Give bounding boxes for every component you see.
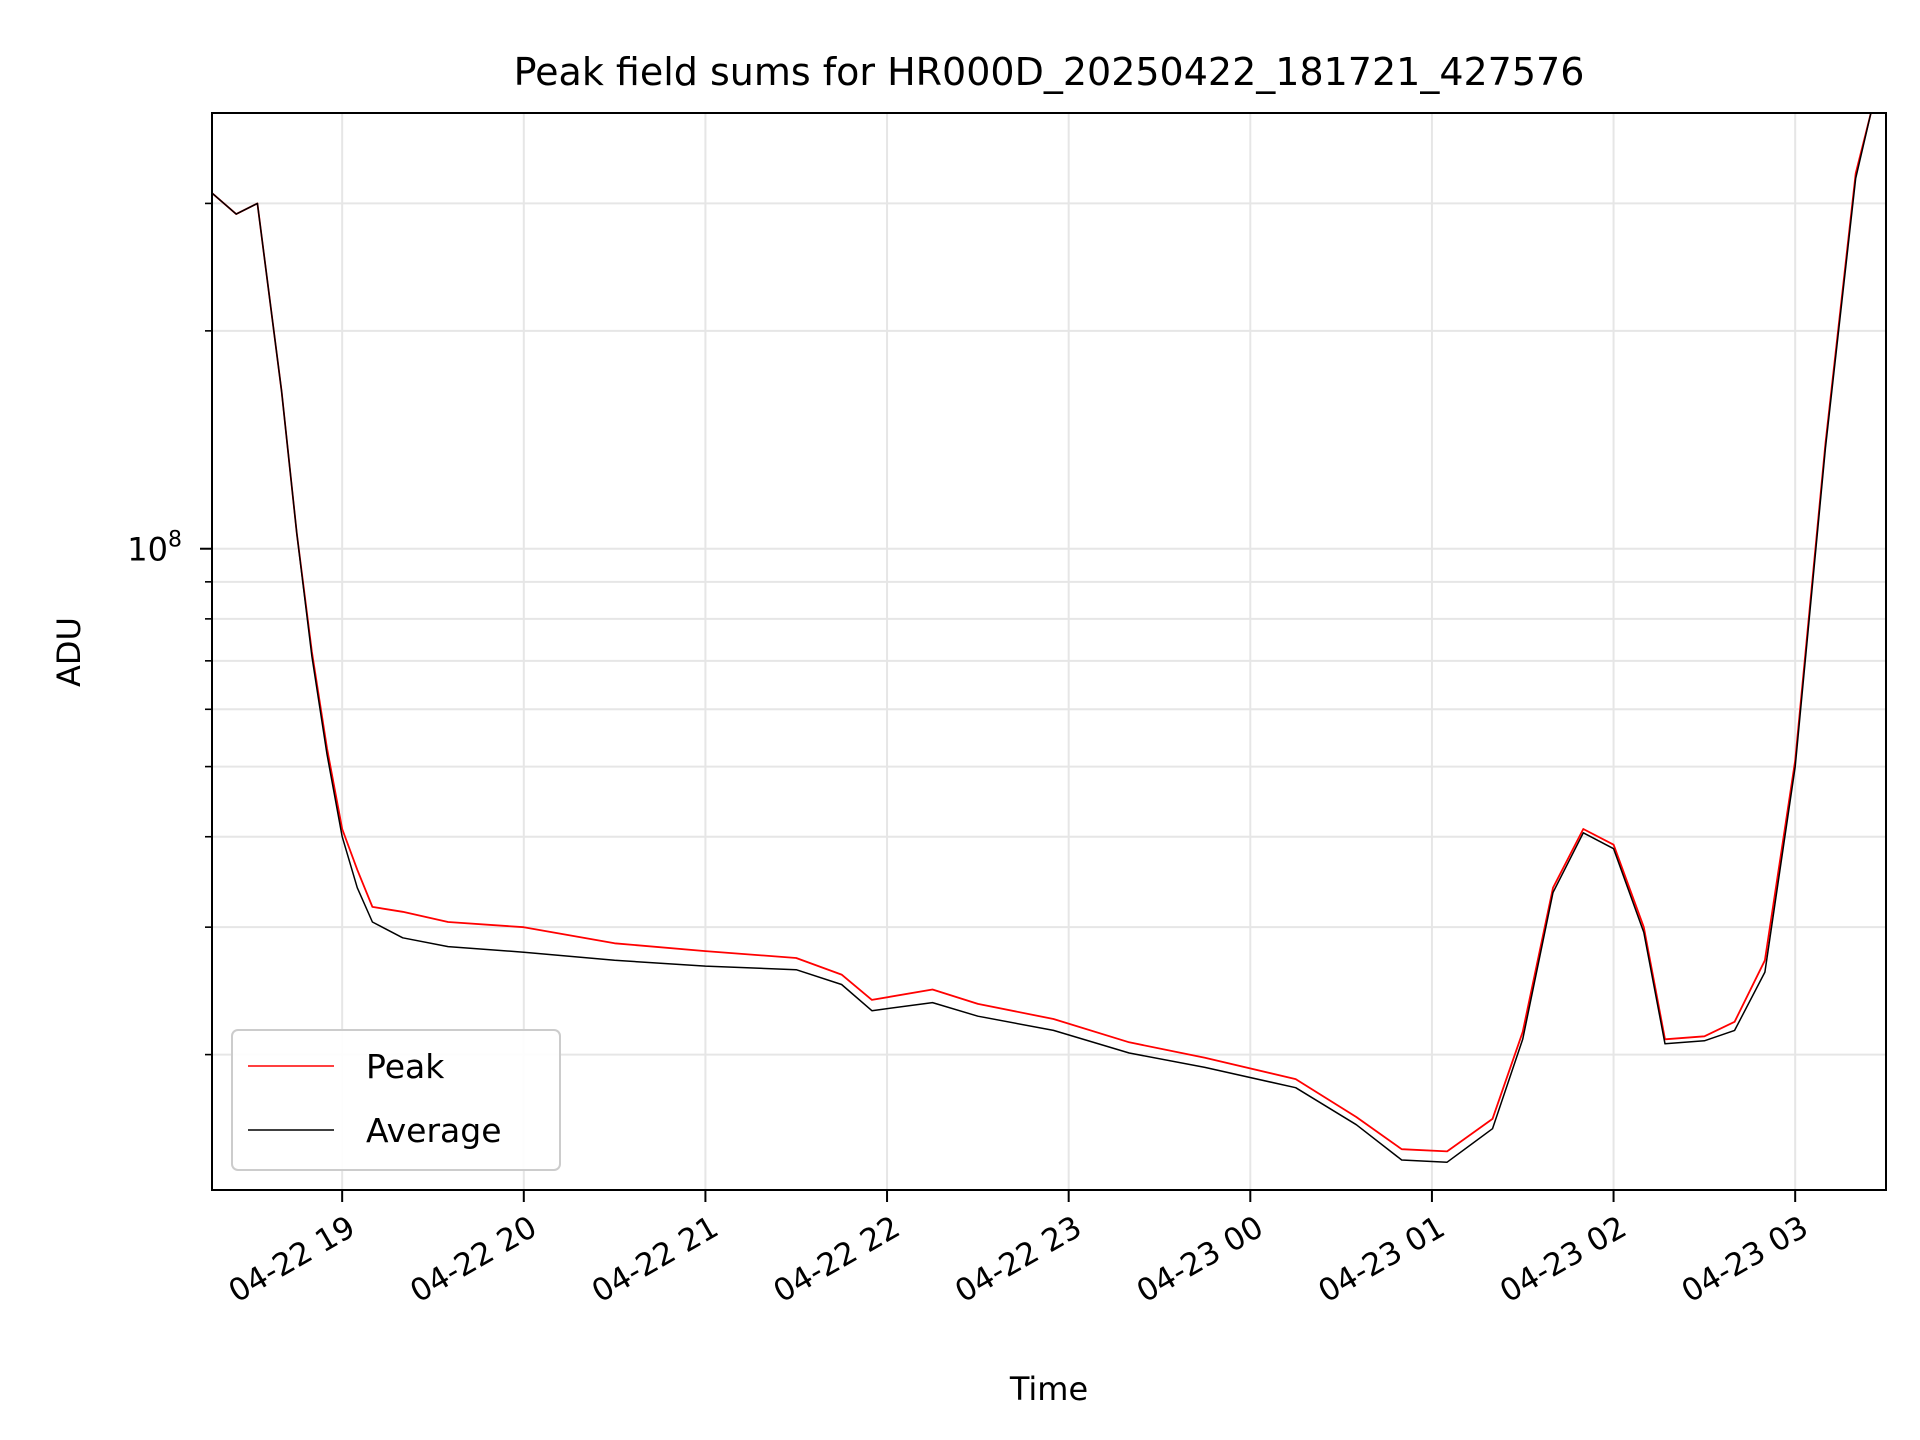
legend-average-label: Average <box>366 1111 502 1150</box>
legend-peak-label: Peak <box>366 1047 445 1086</box>
series-line-average <box>211 112 1872 1163</box>
series-line-peak <box>211 112 1872 1153</box>
x-axis-label: Time <box>1009 1370 1088 1408</box>
chart-title: Peak field sums for HR000D_20250422_1817… <box>514 50 1585 94</box>
plot-frame <box>211 112 1887 1191</box>
series-layer <box>211 112 1872 1163</box>
legend: Peak Average <box>231 1029 561 1171</box>
y-axis-label: ADU <box>50 617 88 687</box>
legend-box <box>231 1029 561 1171</box>
y-tick-label: 108 <box>127 528 182 569</box>
grid <box>212 113 1886 1190</box>
y-axis: 108 <box>127 202 212 1056</box>
